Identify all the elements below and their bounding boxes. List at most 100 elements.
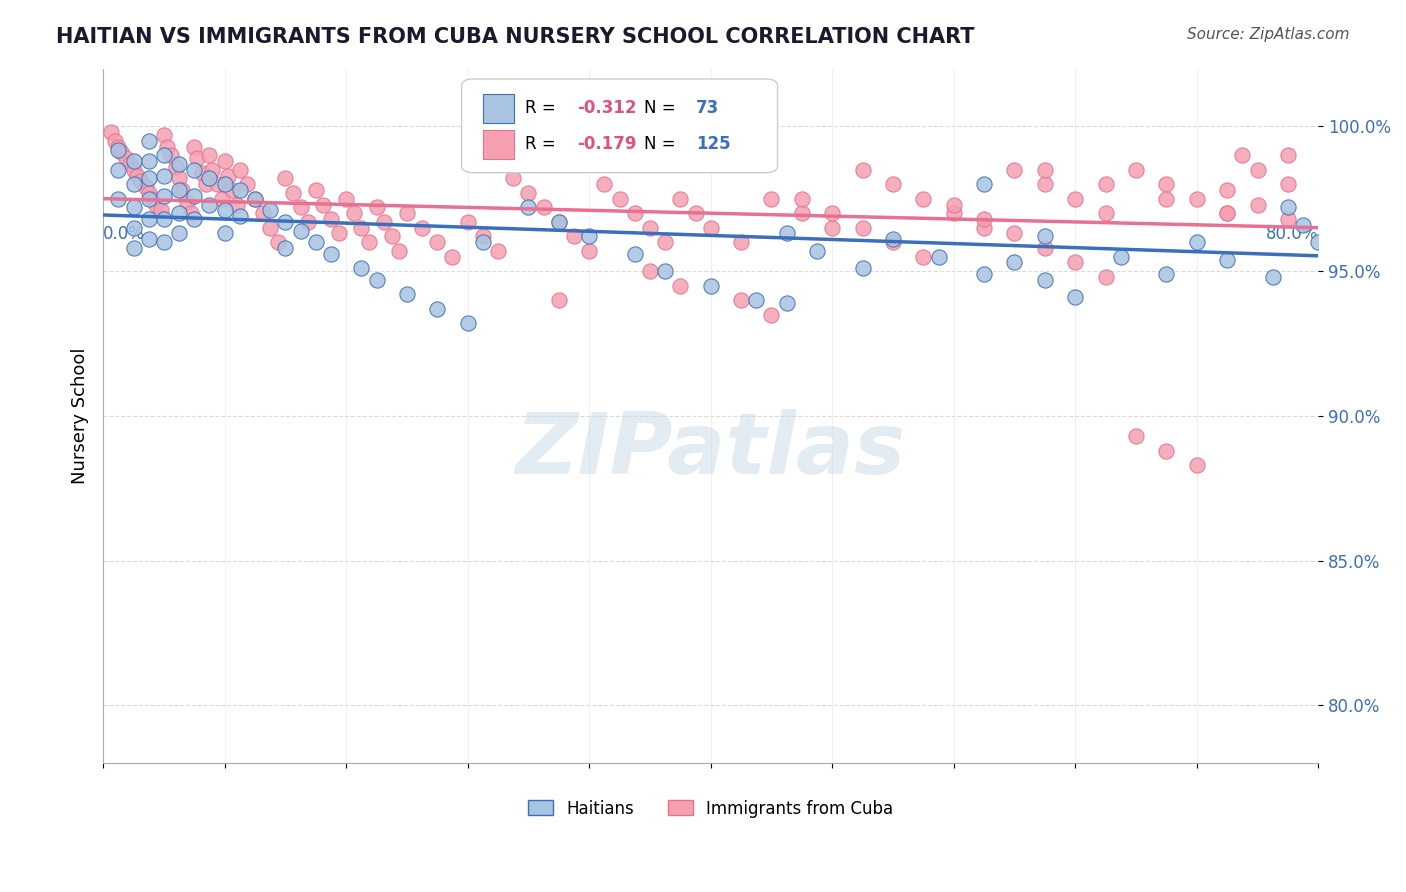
Text: -0.179: -0.179 [576,136,637,153]
Haitians [654,264,676,278]
Haitians [107,162,129,177]
Haitians [928,250,950,264]
Immigrants from Cuba [1094,178,1116,192]
Immigrants from Cuba [328,227,350,241]
Haitians [183,212,205,227]
Haitians [107,143,129,157]
Immigrants from Cuba [120,157,142,171]
Immigrants from Cuba [115,151,138,165]
Immigrants from Cuba [149,203,172,218]
Haitians [122,241,145,255]
Immigrants from Cuba [1125,162,1147,177]
Haitians [198,171,221,186]
Immigrants from Cuba [821,220,844,235]
Haitians [274,215,297,229]
Text: HAITIAN VS IMMIGRANTS FROM CUBA NURSERY SCHOOL CORRELATION CHART: HAITIAN VS IMMIGRANTS FROM CUBA NURSERY … [56,27,974,46]
Immigrants from Cuba [1156,443,1178,458]
Haitians [1308,235,1330,249]
Immigrants from Cuba [357,235,380,249]
Haitians [806,244,828,258]
Immigrants from Cuba [790,206,813,220]
Immigrants from Cuba [135,180,157,194]
Immigrants from Cuba [350,220,373,235]
Immigrants from Cuba [211,192,233,206]
Legend: Haitians, Immigrants from Cuba: Haitians, Immigrants from Cuba [522,793,900,824]
Haitians [107,192,129,206]
Immigrants from Cuba [236,178,259,192]
Immigrants from Cuba [426,235,449,249]
Haitians [1004,255,1026,269]
Haitians [1033,273,1056,287]
Immigrants from Cuba [638,264,661,278]
Immigrants from Cuba [457,215,479,229]
Immigrants from Cuba [1094,269,1116,284]
Haitians [1292,218,1315,232]
Haitians [214,203,236,218]
Haitians [153,235,176,249]
Haitians [122,220,145,235]
Haitians [471,235,494,249]
Haitians [547,215,569,229]
Haitians [198,197,221,211]
Immigrants from Cuba [156,139,179,153]
Immigrants from Cuba [942,206,965,220]
Immigrants from Cuba [180,206,202,220]
Immigrants from Cuba [129,174,152,188]
Immigrants from Cuba [790,192,813,206]
Haitians [745,293,768,307]
Immigrants from Cuba [882,178,904,192]
Immigrants from Cuba [167,171,190,186]
Y-axis label: Nursery School: Nursery School [72,348,89,484]
Haitians [775,296,797,310]
Immigrants from Cuba [366,201,388,215]
Immigrants from Cuba [100,125,122,139]
Immigrants from Cuba [547,293,569,307]
Immigrants from Cuba [395,206,418,220]
Immigrants from Cuba [730,235,752,249]
Text: 73: 73 [696,99,720,117]
Immigrants from Cuba [609,192,631,206]
Haitians [153,169,176,183]
Haitians [366,273,388,287]
Text: R =: R = [524,99,561,117]
Immigrants from Cuba [312,197,335,211]
Haitians [578,229,600,244]
Immigrants from Cuba [685,206,707,220]
Immigrants from Cuba [1033,241,1056,255]
Haitians [973,178,995,192]
FancyBboxPatch shape [461,78,778,173]
Immigrants from Cuba [172,183,194,197]
Immigrants from Cuba [274,171,297,186]
Immigrants from Cuba [669,278,692,293]
Immigrants from Cuba [267,235,290,249]
Haitians [167,157,190,171]
Haitians [214,227,236,241]
Haitians [243,192,266,206]
Immigrants from Cuba [183,139,205,153]
Immigrants from Cuba [186,151,208,165]
Immigrants from Cuba [343,206,366,220]
Haitians [426,301,449,316]
Haitians [274,241,297,255]
Immigrants from Cuba [229,162,252,177]
Immigrants from Cuba [1033,162,1056,177]
Haitians [517,201,540,215]
Haitians [1216,252,1239,267]
Immigrants from Cuba [214,154,236,169]
Bar [484,94,513,123]
Text: 125: 125 [696,136,731,153]
Immigrants from Cuba [761,308,783,322]
Haitians [699,278,721,293]
Haitians [290,224,312,238]
Immigrants from Cuba [502,171,524,186]
Immigrants from Cuba [1156,178,1178,192]
Immigrants from Cuba [1277,212,1299,227]
Immigrants from Cuba [381,229,404,244]
Immigrants from Cuba [205,178,228,192]
Immigrants from Cuba [1156,192,1178,206]
Haitians [623,246,645,260]
Text: Source: ZipAtlas.com: Source: ZipAtlas.com [1187,27,1350,42]
Text: N =: N = [644,99,681,117]
Immigrants from Cuba [912,250,935,264]
Immigrants from Cuba [1216,206,1239,220]
